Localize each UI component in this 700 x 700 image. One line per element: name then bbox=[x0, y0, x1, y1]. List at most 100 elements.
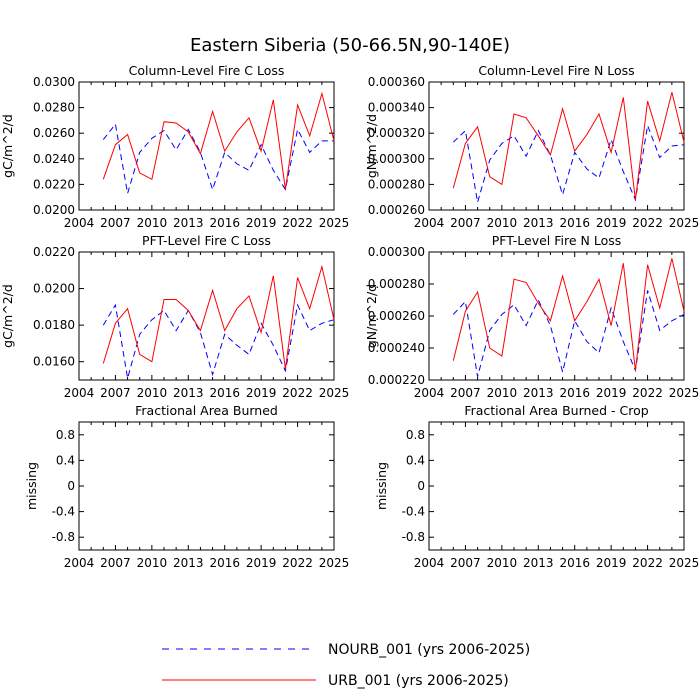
y-tick-label: -0.8 bbox=[402, 530, 425, 544]
legend-label-urb: URB_001 (yrs 2006-2025) bbox=[328, 673, 509, 689]
x-tick-label: 2025 bbox=[669, 386, 700, 400]
x-tick-label: 2025 bbox=[319, 216, 350, 230]
x-tick-label: 2019 bbox=[246, 216, 277, 230]
x-tick-label: 2019 bbox=[246, 556, 277, 570]
y-tick-label: 0.000240 bbox=[368, 341, 425, 355]
panel-4: PFT-Level Fire N Loss gN/m^2/d 2004 2007 201… bbox=[364, 233, 699, 400]
x-tick-label: 2004 bbox=[414, 386, 445, 400]
x-tick-label: 2004 bbox=[64, 556, 95, 570]
x-tick-label: 2004 bbox=[414, 556, 445, 570]
x-tick-label: 2022 bbox=[282, 386, 313, 400]
panel-title: Fractional Area Burned - Crop bbox=[464, 403, 648, 418]
y-tick-label: 0.000320 bbox=[368, 126, 425, 140]
x-tick-label: 2007 bbox=[450, 556, 481, 570]
x-tick-label: 2013 bbox=[173, 386, 204, 400]
x-tick-label: 2016 bbox=[559, 556, 590, 570]
y-tick-label: 0.000300 bbox=[368, 245, 425, 259]
y-tick-label: 0.4 bbox=[406, 453, 425, 467]
y-tick-label: 0.000360 bbox=[368, 75, 425, 89]
plot-frame bbox=[78, 421, 335, 551]
y-tick-label: 0.0160 bbox=[33, 355, 75, 369]
plot-frame bbox=[78, 81, 335, 211]
x-tick-label: 2007 bbox=[100, 556, 131, 570]
x-tick-label: 2007 bbox=[100, 216, 131, 230]
y-tick-label: 0.000280 bbox=[368, 277, 425, 291]
x-tick-label: 2016 bbox=[209, 556, 240, 570]
x-tick-label: 2010 bbox=[137, 556, 168, 570]
x-tick-label: 2016 bbox=[559, 216, 590, 230]
y-tick-label: 0.8 bbox=[406, 428, 425, 442]
x-tick-label: 2007 bbox=[450, 386, 481, 400]
x-tick-label: 2007 bbox=[450, 216, 481, 230]
series-line-urb bbox=[452, 258, 685, 371]
legend: NOURB_001 (yrs 2006-2025) URB_001 (yrs 2… bbox=[162, 642, 530, 689]
panel-6: Fractional Area Burned - Crop missing 2004… bbox=[374, 403, 699, 570]
y-tick-label: 0.000340 bbox=[368, 101, 425, 115]
x-tick-label: 2025 bbox=[669, 556, 700, 570]
x-tick-label: 2025 bbox=[319, 556, 350, 570]
x-tick-label: 2010 bbox=[137, 216, 168, 230]
x-tick-label: 2019 bbox=[596, 556, 627, 570]
y-tick-label: -0.4 bbox=[402, 505, 425, 519]
x-tick-label: 2016 bbox=[559, 386, 590, 400]
y-tick-label: 0.0220 bbox=[33, 177, 75, 191]
x-tick-label: 2022 bbox=[632, 386, 663, 400]
panel-5: Fractional Area Burned missing 2004 2007 201… bbox=[24, 403, 349, 570]
x-tick-label: 2022 bbox=[282, 216, 313, 230]
y-tick-label: 0.0180 bbox=[33, 318, 75, 332]
x-tick-label: 2019 bbox=[596, 216, 627, 230]
panels: Column-Level Fire C Loss gC/m^2/d 2004 2007… bbox=[0, 63, 699, 570]
series-line-nourb bbox=[102, 123, 334, 194]
series-line-urb bbox=[102, 91, 335, 190]
panel-title: PFT-Level Fire N Loss bbox=[492, 233, 622, 248]
y-tick-label: 0 bbox=[67, 479, 75, 493]
x-tick-label: 2007 bbox=[100, 386, 131, 400]
figure-title: Eastern Siberia (50-66.5N,90-140E) bbox=[190, 35, 510, 56]
x-tick-label: 2016 bbox=[209, 216, 240, 230]
x-tick-label: 2022 bbox=[632, 216, 663, 230]
y-tick-label: 0.000220 bbox=[368, 373, 425, 387]
y-axis-label: missing bbox=[374, 462, 389, 510]
y-axis-label: gN/m^2/d bbox=[364, 114, 379, 178]
x-tick-label: 2010 bbox=[487, 556, 518, 570]
panel-2: Column-Level Fire N Loss gN/m^2/d 2004 2007… bbox=[364, 63, 699, 230]
x-tick-label: 2013 bbox=[523, 216, 554, 230]
panel-title: Fractional Area Burned bbox=[135, 403, 278, 418]
x-tick-label: 2022 bbox=[282, 556, 313, 570]
y-axis-label: gN/m^2/d bbox=[364, 284, 379, 348]
legend-label-nourb: NOURB_001 (yrs 2006-2025) bbox=[328, 642, 530, 658]
x-tick-label: 2010 bbox=[487, 386, 518, 400]
y-tick-label: 0.000260 bbox=[368, 309, 425, 323]
y-tick-label: 0.0280 bbox=[33, 101, 75, 115]
x-tick-label: 2013 bbox=[523, 386, 554, 400]
plot-frame bbox=[428, 421, 685, 551]
y-tick-label: -0.4 bbox=[52, 505, 75, 519]
x-tick-label: 2010 bbox=[137, 386, 168, 400]
series-line-urb bbox=[102, 264, 335, 370]
plot-frame bbox=[428, 81, 685, 211]
x-tick-label: 2010 bbox=[487, 216, 518, 230]
panel-1: Column-Level Fire C Loss gC/m^2/d 2004 2007… bbox=[0, 63, 349, 230]
panel-title: Column-Level Fire N Loss bbox=[478, 63, 634, 78]
plot-frame bbox=[78, 251, 335, 381]
series-line-nourb bbox=[452, 123, 685, 203]
x-tick-label: 2013 bbox=[523, 556, 554, 570]
series-line-urb bbox=[452, 92, 685, 200]
y-tick-label: 0.4 bbox=[56, 453, 75, 467]
y-tick-label: -0.8 bbox=[52, 530, 75, 544]
y-tick-label: 0.8 bbox=[56, 428, 75, 442]
y-axis-label: gC/m^2/d bbox=[0, 114, 15, 178]
y-tick-label: 0.0300 bbox=[33, 75, 75, 89]
x-tick-label: 2025 bbox=[669, 216, 700, 230]
x-tick-label: 2004 bbox=[64, 386, 95, 400]
series-line-nourb bbox=[452, 290, 685, 377]
x-tick-label: 2004 bbox=[414, 216, 445, 230]
y-tick-label: 0.000280 bbox=[368, 177, 425, 191]
y-tick-label: 0 bbox=[417, 479, 425, 493]
y-tick-label: 0.0200 bbox=[33, 282, 75, 296]
x-tick-label: 2016 bbox=[209, 386, 240, 400]
x-tick-label: 2019 bbox=[246, 386, 277, 400]
x-tick-label: 2013 bbox=[173, 216, 204, 230]
x-tick-label: 2013 bbox=[173, 556, 204, 570]
